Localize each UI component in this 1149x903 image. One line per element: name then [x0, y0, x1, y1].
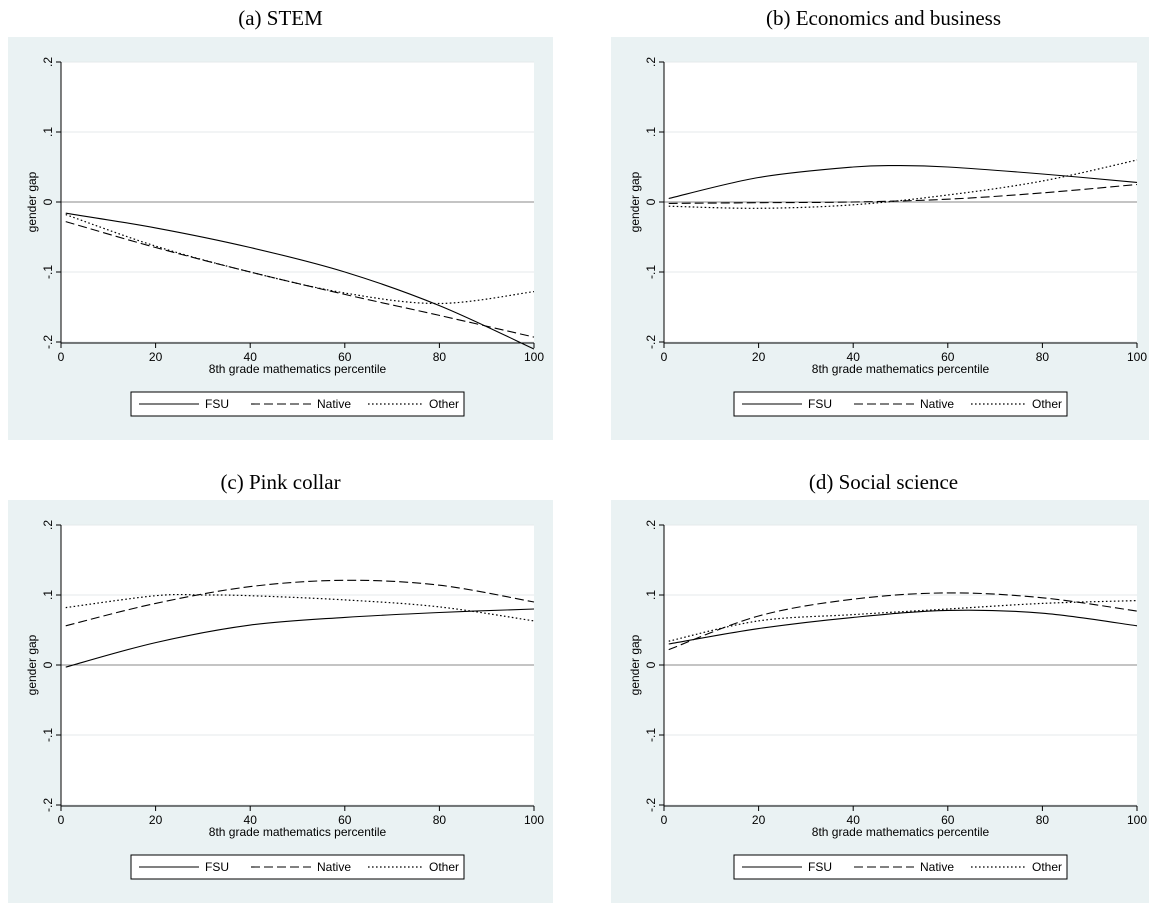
x-tick-label: 0	[58, 350, 65, 364]
series-line-other	[668, 159, 1138, 209]
y-tick-label: .1	[644, 590, 658, 600]
series-line-fsu	[65, 608, 535, 668]
x-axis-label: 8th grade mathematics percentile	[209, 362, 387, 376]
chart-svg: -.2 -.1 0 .1 .2 0 20 40 60 80 100 8th grade mathema…	[628, 57, 1147, 417]
series-line-native	[668, 592, 1138, 651]
series-line-native	[668, 183, 1138, 204]
x-tick-label: 60	[941, 813, 955, 827]
y-axis-label: gender gap	[25, 634, 39, 695]
series-line-fsu	[668, 609, 1138, 645]
panel-a-title: (a) STEM	[238, 6, 323, 30]
x-tick-label: 80	[433, 350, 447, 364]
chart-svg: -.2 -.1 0 .1 .2 0 20 40 60 80 100 8th grade mathema…	[628, 520, 1147, 880]
panel-b-title: (b) Economics and business	[765, 6, 1002, 30]
x-tick-label: 80	[1036, 813, 1050, 827]
y-tick-label: .2	[41, 57, 55, 67]
x-tick-label: 0	[661, 813, 668, 827]
y-axis-label: gender gap	[628, 171, 642, 232]
y-axis-label: gender gap	[628, 634, 642, 695]
y-tick-label: -.1	[41, 728, 55, 742]
panel-b: -.2 -.1 0 .1 .2 0 20 40 60 80 100 8th grade mathema…	[611, 37, 1149, 440]
x-tick-label: 20	[149, 813, 163, 827]
legend-label-fsu: FSU	[808, 397, 832, 411]
y-tick-label: -.2	[644, 798, 658, 812]
panel-c-title: (c) Pink collar	[220, 470, 341, 494]
legend-label-native: Native	[317, 860, 351, 874]
y-tick-label: -.2	[41, 798, 55, 812]
x-axis-label: 8th grade mathematics percentile	[812, 825, 990, 839]
x-tick-label: 60	[941, 350, 955, 364]
legend-label-native: Native	[920, 860, 954, 874]
legend: FSU Native Other	[733, 391, 1068, 417]
x-tick-label: 20	[149, 350, 163, 364]
panel-c: -.2 -.1 0 .1 .2 0 20 40 60 80 100 8th grade mathema…	[8, 500, 553, 903]
x-tick-label: 40	[847, 350, 861, 364]
legend-label-other: Other	[1032, 860, 1062, 874]
panel-a: -.2 -.1 0 .1 .2 0 20 40 60 80 100 8th grade mathema…	[8, 37, 553, 440]
x-tick-label: 40	[244, 813, 258, 827]
legend-label-fsu: FSU	[205, 397, 229, 411]
legend-label-other: Other	[429, 397, 459, 411]
series-line-fsu	[668, 164, 1138, 200]
y-tick-label: 0	[644, 661, 658, 668]
y-tick-label: .1	[644, 127, 658, 137]
x-tick-label: 60	[338, 813, 352, 827]
x-tick-label: 20	[752, 813, 766, 827]
x-tick-label: 100	[524, 813, 544, 827]
x-axis-label: 8th grade mathematics percentile	[812, 362, 990, 376]
x-tick-label: 40	[244, 350, 258, 364]
x-tick-label: 80	[1036, 350, 1050, 364]
y-tick-label: 0	[644, 198, 658, 205]
series-line-other	[65, 214, 535, 305]
series-line-native	[65, 221, 535, 338]
y-tick-label: -.1	[644, 265, 658, 279]
y-tick-label: -.1	[644, 728, 658, 742]
legend-label-other: Other	[1032, 397, 1062, 411]
series-line-native	[65, 579, 535, 627]
legend-label-fsu: FSU	[205, 860, 229, 874]
y-tick-label: 0	[41, 661, 55, 668]
series-line-other	[65, 593, 535, 622]
y-tick-label: .2	[41, 520, 55, 530]
x-tick-label: 80	[433, 813, 447, 827]
y-tick-label: -.2	[644, 335, 658, 349]
x-axis-label: 8th grade mathematics percentile	[209, 825, 387, 839]
panel-d-title: (d) Social science	[808, 470, 959, 494]
y-tick-label: -.1	[41, 265, 55, 279]
y-axis-label: gender gap	[25, 171, 39, 232]
x-tick-label: 100	[1127, 350, 1147, 364]
chart-svg: -.2 -.1 0 .1 .2 0 20 40 60 80 100 8th grade mathema…	[25, 520, 544, 880]
y-tick-label: .2	[644, 57, 658, 67]
x-tick-label: 40	[847, 813, 861, 827]
legend: FSU Native Other	[733, 854, 1068, 880]
x-tick-label: 100	[524, 350, 544, 364]
x-tick-label: 20	[752, 350, 766, 364]
y-tick-label: 0	[41, 198, 55, 205]
legend: FSU Native Other	[130, 854, 465, 880]
x-tick-label: 60	[338, 350, 352, 364]
y-tick-label: .2	[644, 520, 658, 530]
legend-label-native: Native	[920, 397, 954, 411]
legend: FSU Native Other	[130, 391, 465, 417]
x-tick-label: 100	[1127, 813, 1147, 827]
y-tick-label: .1	[41, 590, 55, 600]
x-tick-label: 0	[661, 350, 668, 364]
chart-svg: -.2 -.1 0 .1 .2 0 20 40 60 80 100 8th grade mathema…	[25, 57, 544, 417]
legend-label-native: Native	[317, 397, 351, 411]
y-tick-label: -.2	[41, 335, 55, 349]
series-line-fsu	[65, 212, 535, 350]
x-tick-label: 0	[58, 813, 65, 827]
y-tick-label: .1	[41, 127, 55, 137]
panel-d: -.2 -.1 0 .1 .2 0 20 40 60 80 100 8th grade mathema…	[611, 500, 1149, 903]
legend-label-fsu: FSU	[808, 860, 832, 874]
legend-label-other: Other	[429, 860, 459, 874]
